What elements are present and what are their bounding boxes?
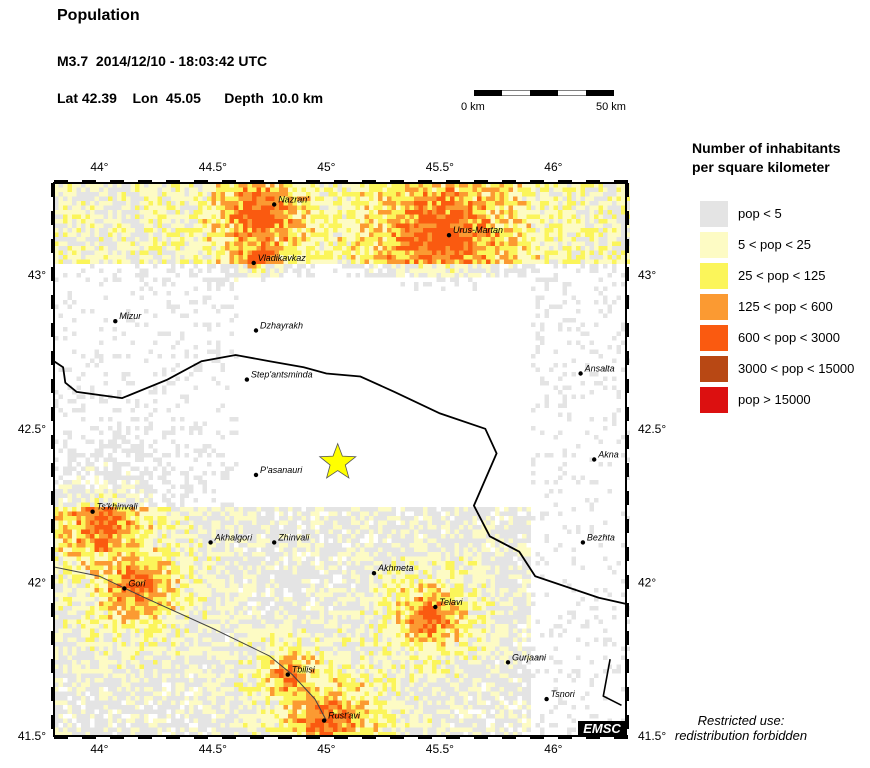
event-info: M3.7 2014/12/10 - 18:03:42 UTC: [57, 53, 268, 69]
city-label: Tsnori: [551, 689, 576, 699]
epicenter-star-icon: [318, 442, 357, 479]
emsc-watermark: EMSC: [578, 721, 626, 737]
legend-label: pop > 15000: [738, 392, 811, 407]
lat-tick-left: 43°: [28, 268, 46, 282]
legend-title-line1: Number of inhabitants: [692, 140, 841, 156]
legend-swatch: [700, 325, 728, 351]
page-title: Population: [57, 7, 140, 24]
city-marker: [253, 472, 259, 478]
city-marker: [244, 377, 250, 382]
city-marker: [272, 202, 277, 207]
city-label: P'asanauri: [260, 465, 303, 475]
city-label: Urus-Martan: [453, 225, 503, 235]
scale-right-label: 50 km: [596, 101, 626, 113]
city-marker: [321, 718, 327, 723]
lon-tick-top: 44°: [90, 160, 108, 174]
city-marker: [544, 696, 549, 702]
restricted-use-note: Restricted use: redistribution forbidden: [666, 713, 816, 743]
city-label: Dzhayrakh: [260, 321, 303, 331]
legend-swatch: [700, 263, 728, 289]
lon-tick-top: 45°: [317, 160, 335, 174]
legend-label: 600 < pop < 3000: [738, 330, 840, 345]
lat-tick-left: 41.5°: [18, 729, 46, 743]
lon-tick-top: 44.5°: [199, 160, 227, 174]
city-marker: [251, 260, 256, 266]
city-marker: [113, 319, 118, 324]
city-marker: [592, 457, 597, 462]
border-southeast: [602, 659, 622, 707]
city-label: Mizur: [119, 311, 142, 321]
lon-tick-bottom: 44.5°: [199, 742, 227, 756]
city-marker: [272, 540, 277, 545]
legend-label: 125 < pop < 600: [738, 299, 833, 314]
city-label: Rust'avi: [328, 711, 361, 721]
scale-left-label: 0 km: [461, 101, 485, 113]
legend-label: 3000 < pop < 15000: [738, 361, 855, 376]
legend-title: Number of inhabitants per square kilomet…: [692, 139, 841, 177]
lon-tick-bottom: 44°: [90, 742, 108, 756]
city-label: Vladikavkaz: [258, 253, 307, 263]
lat-tick-left: 42.5°: [18, 422, 46, 436]
restricted-line2: redistribution forbidden: [674, 728, 808, 743]
city-label: Telavi: [439, 597, 463, 607]
city-marker: [433, 604, 438, 610]
city-label: Akhalgori: [214, 532, 254, 542]
legend-swatch: [700, 294, 728, 320]
city-marker: [371, 571, 377, 576]
city-label: Gori: [128, 579, 146, 589]
city-marker: [580, 540, 586, 545]
lat-tick-right: 41.5°: [638, 729, 666, 743]
city-label: Gurjaani: [512, 652, 547, 662]
city-marker: [505, 660, 511, 665]
city-label: Tbilisi: [292, 665, 316, 675]
legend-swatch: [700, 387, 728, 413]
lon-tick-bottom: 46°: [544, 742, 562, 756]
lon-tick-top: 46°: [544, 160, 562, 174]
city-label: Akhmeta: [377, 563, 414, 573]
event-location: Lat 42.39 Lon 45.05 Depth 10.0 km: [57, 90, 324, 106]
road-line: [53, 566, 327, 721]
scale-bar: [474, 90, 614, 96]
city-label: Ts'khinvali: [97, 502, 139, 512]
city-label: Step'antsminda: [251, 370, 313, 380]
legend-title-line2: per square kilometer: [692, 159, 830, 175]
city-marker: [122, 586, 127, 591]
lon-tick-top: 45.5°: [426, 160, 454, 174]
lat-tick-right: 43°: [638, 268, 656, 282]
legend-swatch: [700, 201, 728, 227]
lon-tick-bottom: 45.5°: [426, 742, 454, 756]
city-marker: [253, 328, 259, 333]
legend-swatch: [700, 232, 728, 258]
city-marker: [285, 672, 290, 677]
city-marker: [578, 371, 583, 376]
city-label: Bezhta: [587, 532, 615, 542]
city-label: Ansalta: [584, 364, 615, 374]
city-marker: [208, 540, 213, 545]
city-label: Nazran': [278, 195, 309, 205]
city-marker: [90, 509, 95, 514]
restricted-line1: Restricted use:: [697, 713, 785, 728]
city-label: Akna: [597, 450, 619, 460]
city-label: Zhinvali: [277, 532, 310, 542]
lon-tick-bottom: 45°: [317, 742, 335, 756]
legend-label: 5 < pop < 25: [738, 237, 812, 252]
country-border: [53, 354, 627, 605]
legend-label: pop < 5: [738, 206, 782, 221]
legend-swatch: [700, 356, 728, 382]
lat-tick-right: 42.5°: [638, 422, 666, 436]
legend-label: 25 < pop < 125: [738, 268, 826, 283]
lat-tick-right: 42°: [638, 575, 656, 589]
lat-tick-left: 42°: [28, 575, 46, 589]
city-marker: [446, 233, 452, 238]
